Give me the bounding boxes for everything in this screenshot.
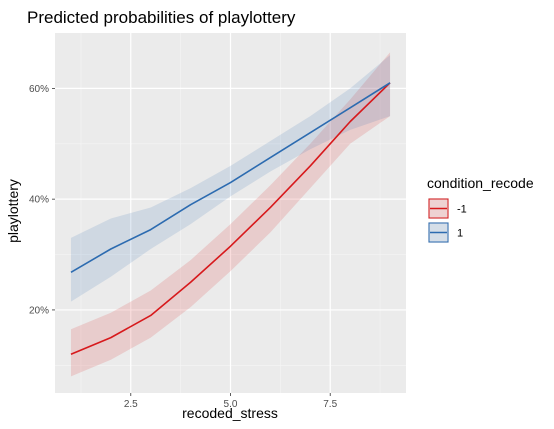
y-axis: 20% 40% 60% — [29, 84, 55, 316]
legend-title: condition_recode — [427, 175, 534, 191]
chart-title: Predicted probabilities of playlottery — [27, 8, 296, 27]
y-tick-label: 40% — [29, 195, 49, 206]
x-tick-label: 7.5 — [323, 399, 337, 410]
legend-label: -1 — [457, 204, 467, 216]
ribbon-series-1 — [70, 55, 391, 302]
legend-label: 1 — [457, 228, 463, 240]
plot-area — [55, 33, 406, 393]
legend: condition_recode -1 1 — [427, 175, 534, 243]
line-series--1 — [70, 82, 391, 355]
x-axis: 2.5 5.0 7.5 — [124, 393, 338, 410]
ribbon-series--1 — [70, 52, 391, 377]
y-axis-title: playlottery — [5, 179, 21, 243]
x-tick-label: 2.5 — [124, 399, 138, 410]
x-tick-label: 5.0 — [224, 399, 238, 410]
y-tick-label: 20% — [29, 305, 49, 316]
x-axis-title: recoded_stress — [182, 405, 278, 421]
y-tick-label: 60% — [29, 84, 49, 95]
line-series-1 — [70, 82, 391, 273]
